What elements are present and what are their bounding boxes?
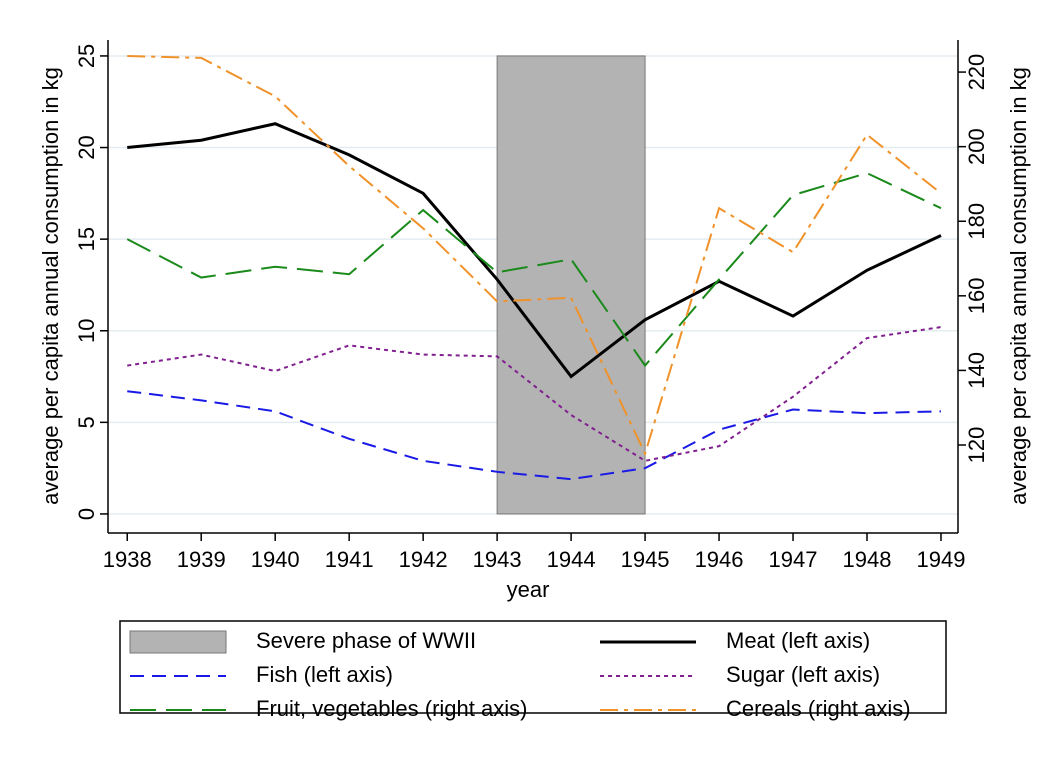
y2-tick-label: 200	[964, 128, 989, 165]
y2-tick-label: 220	[964, 54, 989, 91]
legend-label: Meat (left axis)	[726, 628, 870, 653]
x-tick-label: 1938	[103, 547, 152, 572]
series-line	[127, 55, 942, 457]
y2-tick-label: 180	[964, 203, 989, 240]
series-line	[127, 122, 942, 379]
y-tick-label: 10	[74, 319, 99, 343]
legend-label: Severe phase of WWII	[256, 628, 476, 653]
y-tick-label: 25	[74, 44, 99, 68]
x-tick-label: 1949	[917, 547, 966, 572]
legend-box	[119, 620, 947, 714]
x-axis-title: year	[507, 577, 550, 602]
x-tick-label: 1945	[621, 547, 670, 572]
legend-label: Fruit, vegetables (right axis)	[256, 696, 527, 721]
y-tick-label: 0	[74, 508, 99, 520]
x-tick-label: 1939	[177, 547, 226, 572]
series-line	[127, 326, 942, 462]
y-tick-label: 20	[74, 135, 99, 159]
x-tick-label: 1947	[769, 547, 818, 572]
y2-tick-label: 140	[964, 352, 989, 389]
shaded-region	[496, 55, 646, 515]
y-axis-title: average per capita annual consumption in…	[38, 67, 63, 505]
series-line	[126, 172, 942, 368]
y2-tick-label: 120	[964, 427, 989, 464]
legend-swatch	[129, 630, 227, 654]
y-tick-label: 5	[74, 416, 99, 428]
legend-label: Fish (left axis)	[256, 662, 393, 687]
y2-axis-title: average per capita annual consumption in…	[1006, 67, 1031, 505]
x-tick-label: 1940	[251, 547, 300, 572]
series-line	[127, 390, 942, 481]
legend-label: Cereals (right axis)	[726, 696, 911, 721]
legend-label: Sugar (left axis)	[726, 662, 880, 687]
y-tick-label: 15	[74, 227, 99, 251]
x-tick-label: 1944	[547, 547, 596, 572]
x-tick-label: 1943	[473, 547, 522, 572]
x-tick-label: 1941	[325, 547, 374, 572]
x-tick-label: 1946	[695, 547, 744, 572]
x-tick-label: 1948	[843, 547, 892, 572]
y2-tick-label: 160	[964, 277, 989, 314]
x-tick-label: 1942	[399, 547, 448, 572]
